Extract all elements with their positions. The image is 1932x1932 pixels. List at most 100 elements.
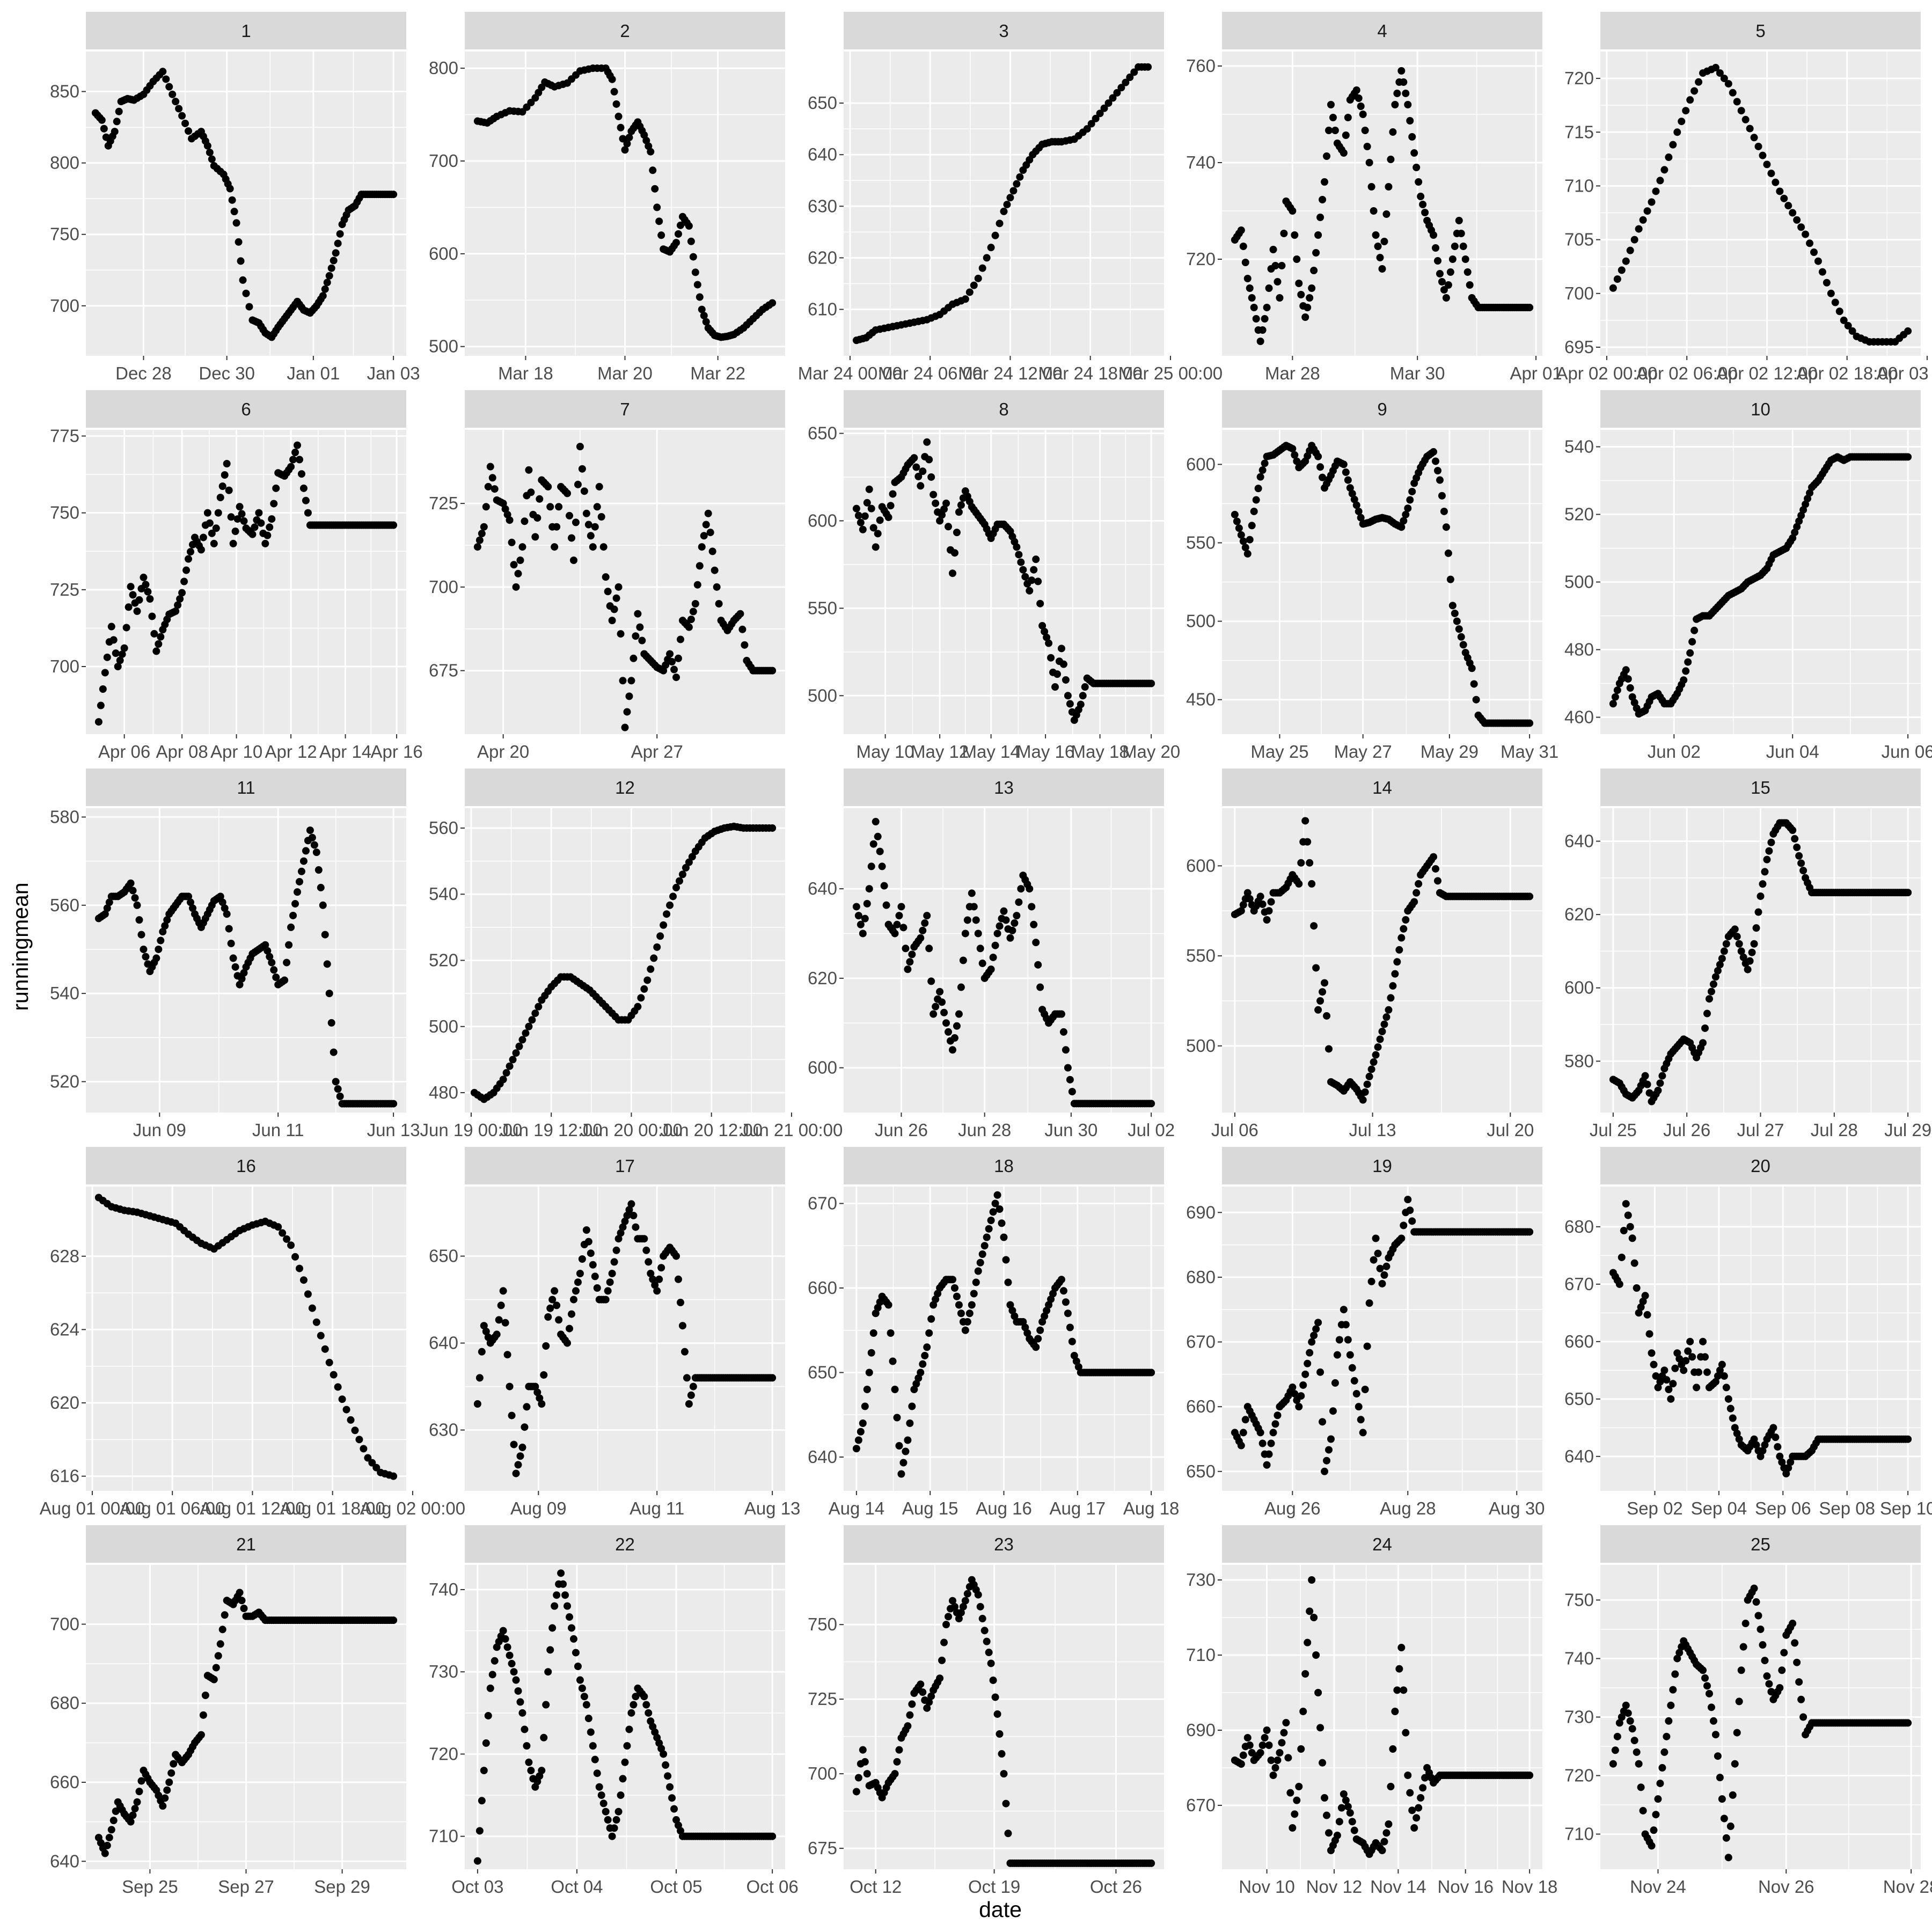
data-point	[1372, 1051, 1380, 1059]
data-point	[634, 1002, 642, 1011]
data-point	[1720, 947, 1728, 955]
data-point	[1269, 1429, 1277, 1437]
data-point	[1793, 523, 1801, 531]
data-point	[1735, 940, 1743, 948]
data-point	[334, 239, 342, 247]
data-point	[1357, 1416, 1365, 1424]
x-tick-label: Jun 30	[1044, 1120, 1097, 1140]
data-point	[180, 577, 188, 586]
y-tick-label: 725	[429, 493, 458, 513]
x-tick-label: Jun 20 12:00	[660, 1120, 763, 1140]
x-tick-label: Apr 02 12:00	[1716, 363, 1818, 383]
data-point	[687, 1391, 695, 1399]
data-point	[978, 264, 986, 272]
data-point	[672, 239, 680, 247]
data-point	[970, 281, 978, 289]
data-point	[210, 1675, 218, 1684]
data-point	[619, 1775, 627, 1783]
data-point	[127, 879, 135, 887]
facet-label: 18	[994, 1156, 1014, 1176]
data-points	[1609, 64, 1912, 346]
data-point	[1776, 187, 1784, 195]
data-point	[1299, 1381, 1307, 1389]
data-point	[1400, 78, 1408, 86]
data-point	[927, 1315, 935, 1323]
data-point	[172, 607, 180, 615]
y-tick-label: 675	[808, 1838, 837, 1858]
x-tick-label: May 20	[1122, 742, 1180, 762]
data-point	[627, 677, 635, 685]
data-point	[1410, 898, 1418, 906]
y-tick-label: 650	[1564, 1389, 1594, 1409]
data-point	[165, 1779, 173, 1786]
data-point	[1013, 543, 1021, 551]
data-point	[1797, 511, 1805, 519]
data-point	[523, 1742, 531, 1750]
data-point	[1739, 953, 1747, 961]
data-point	[566, 511, 574, 519]
data-point	[1376, 1264, 1384, 1272]
data-point	[617, 1229, 625, 1237]
data-point	[1372, 231, 1380, 239]
data-point	[257, 519, 265, 527]
data-point	[1365, 159, 1373, 166]
data-point	[1440, 507, 1448, 515]
data-point	[872, 1309, 880, 1318]
data-point	[1404, 1196, 1412, 1204]
data-point	[996, 922, 1004, 930]
data-point	[185, 892, 193, 901]
x-tick-label: Nov 16	[1437, 1877, 1494, 1897]
data-point	[1265, 1741, 1273, 1749]
data-point	[1263, 1726, 1271, 1734]
data-point	[1637, 1783, 1645, 1791]
data-point	[1650, 1826, 1658, 1834]
data-point	[135, 916, 143, 924]
y-tick-label: 680	[1186, 1267, 1216, 1287]
data-point	[974, 274, 982, 282]
data-point	[1652, 1811, 1660, 1819]
data-point	[1258, 900, 1267, 908]
data-point	[1239, 1429, 1247, 1437]
data-point	[103, 904, 111, 912]
data-point	[312, 1318, 320, 1326]
data-point	[1304, 1638, 1312, 1646]
facet-strip	[844, 390, 1164, 428]
data-point	[1387, 994, 1395, 1002]
y-tick-label: 760	[1186, 56, 1216, 76]
data-point	[1761, 1441, 1769, 1449]
y-tick-label: 700	[50, 296, 79, 316]
data-point	[713, 583, 721, 591]
data-point	[514, 1687, 522, 1695]
data-point	[640, 1693, 648, 1701]
data-point	[1406, 117, 1414, 125]
data-point	[1526, 719, 1534, 727]
data-point	[1656, 1079, 1664, 1087]
data-point	[473, 1400, 481, 1408]
data-point	[1430, 853, 1438, 861]
panel-background	[86, 1187, 406, 1491]
data-point	[480, 1767, 488, 1775]
data-point	[1378, 1028, 1386, 1036]
data-point	[1074, 1363, 1082, 1371]
data-point	[1013, 912, 1021, 920]
data-point	[197, 1731, 205, 1739]
data-point	[993, 1191, 1001, 1199]
data-point	[1083, 125, 1091, 133]
data-point	[1714, 1372, 1722, 1380]
data-point	[1652, 187, 1660, 195]
y-tick-label: 500	[1186, 1036, 1216, 1056]
data-point	[634, 610, 642, 618]
data-point	[185, 127, 193, 135]
x-tick-label: Aug 15	[902, 1498, 958, 1518]
data-point	[1258, 1439, 1267, 1447]
data-point	[1289, 1824, 1297, 1832]
data-point	[612, 594, 620, 602]
data-point	[236, 1589, 244, 1597]
data-point	[961, 1597, 969, 1605]
data-point	[580, 1693, 588, 1701]
data-point	[940, 505, 948, 513]
data-point	[1340, 1306, 1348, 1314]
data-point	[525, 1022, 533, 1030]
